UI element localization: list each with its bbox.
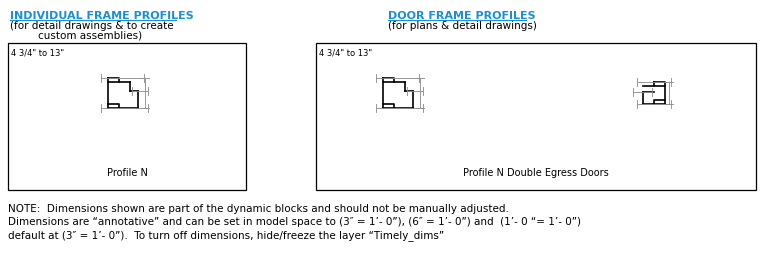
Text: DOOR FRAME PROFILES: DOOR FRAME PROFILES — [388, 11, 536, 21]
Text: Profile N: Profile N — [107, 168, 148, 178]
Text: Profile N Double Egress Doors: Profile N Double Egress Doors — [463, 168, 609, 178]
Bar — [316, 43, 756, 190]
Text: (for plans & detail drawings): (for plans & detail drawings) — [388, 21, 537, 31]
Bar — [8, 43, 246, 190]
Text: 4 3/4" to 13": 4 3/4" to 13" — [319, 48, 372, 57]
Text: INDIVIDUAL FRAME PROFILES: INDIVIDUAL FRAME PROFILES — [10, 11, 194, 21]
Text: 4 3/4" to 13": 4 3/4" to 13" — [11, 48, 64, 57]
Text: NOTE:  Dimensions shown are part of the dynamic blocks and should not be manuall: NOTE: Dimensions shown are part of the d… — [8, 204, 509, 214]
Text: custom assemblies): custom assemblies) — [38, 31, 142, 41]
Text: Dimensions are “annotative” and can be set in model space to (3″ = 1’- 0”), (6″ : Dimensions are “annotative” and can be s… — [8, 217, 581, 227]
Text: (for detail drawings & to create: (for detail drawings & to create — [10, 21, 174, 31]
Text: default at (3″ = 1’- 0”).  To turn off dimensions, hide/freeze the layer “Timely: default at (3″ = 1’- 0”). To turn off di… — [8, 230, 444, 241]
